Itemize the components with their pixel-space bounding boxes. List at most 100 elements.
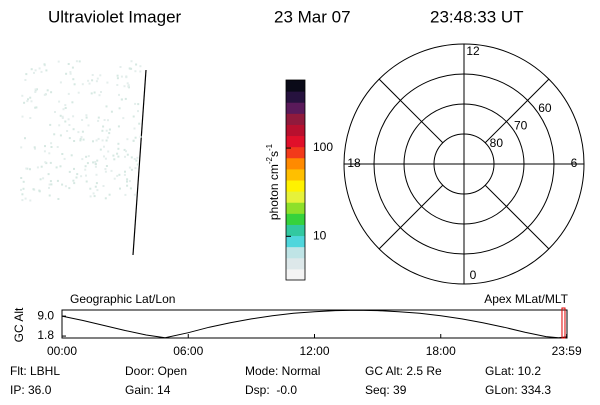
speckle: [73, 83, 76, 86]
speckle: [75, 60, 78, 63]
mlt-label: 18: [347, 156, 361, 170]
speckle: [108, 132, 111, 135]
speckle: [24, 79, 27, 81]
speckle: [47, 173, 50, 176]
speckle: [133, 127, 136, 130]
polar-diagonal: [484, 78, 550, 144]
time: 23:48:33 UT: [430, 7, 524, 26]
speckle: [94, 185, 97, 188]
speckle: [69, 71, 72, 74]
speckle: [101, 139, 104, 142]
speckle: [122, 117, 125, 120]
speckle: [135, 63, 138, 66]
uv-image: [20, 60, 147, 256]
speckle: [21, 94, 24, 97]
speckle: [130, 67, 133, 70]
speckle: [25, 73, 28, 76]
speckle: [77, 131, 80, 134]
speckle: [139, 70, 142, 73]
speckle: [85, 116, 88, 119]
colorbar-segment: [286, 191, 305, 203]
speckle: [105, 139, 108, 142]
speckle: [64, 107, 67, 109]
speckle: [85, 114, 88, 117]
speckle: [90, 92, 93, 95]
speckle: [21, 199, 24, 202]
speckle: [63, 157, 66, 160]
speckle: [87, 155, 90, 158]
speckle: [128, 166, 131, 169]
colorbar-segment: [286, 202, 305, 214]
speckle: [65, 72, 68, 75]
speckle: [95, 139, 98, 142]
speckle: [48, 186, 50, 189]
terminator-line: [132, 69, 147, 256]
speckle: [105, 129, 108, 132]
speckle: [127, 84, 130, 87]
speckle: [138, 122, 141, 125]
speckle: [128, 67, 131, 70]
colorbar-segment: [286, 235, 305, 248]
speckle: [133, 158, 136, 160]
speckle: [85, 174, 87, 177]
speckle: [104, 197, 107, 200]
colorbar-segment: [286, 180, 305, 192]
speckle: [55, 166, 58, 169]
mlt-label: 6: [571, 156, 578, 170]
speckle: [72, 115, 75, 118]
speckle: [76, 173, 79, 176]
speckle: [50, 146, 53, 148]
status-field: Seq: 39: [365, 383, 407, 397]
speckle: [116, 84, 119, 86]
speckle: [71, 101, 74, 104]
speckle: [132, 139, 135, 142]
speckle: [26, 100, 29, 103]
speckle: [105, 105, 108, 108]
speckle: [126, 180, 128, 183]
speckle: [117, 147, 120, 150]
colorbar-segment: [286, 224, 305, 237]
speckle: [64, 104, 67, 107]
speckle: [118, 93, 120, 96]
speckle: [96, 77, 99, 80]
colorbar-label: photon cm-2s-1: [265, 143, 281, 220]
status-field: Door: Open: [125, 364, 187, 378]
colorbar-segment: [286, 213, 305, 225]
colorbar-segment: [286, 246, 305, 259]
speckle: [73, 167, 75, 170]
speckle: [92, 192, 95, 195]
speckle: [139, 135, 142, 138]
speckle: [89, 195, 92, 198]
speckle: [129, 187, 132, 190]
speckle: [126, 82, 129, 85]
colorbar-tick-label: 100: [313, 140, 333, 154]
speckle: [110, 169, 113, 172]
polar-diagonal: [378, 184, 444, 250]
unit-exp: -1: [265, 143, 274, 151]
speckle: [97, 119, 100, 122]
speckle: [29, 168, 31, 171]
speckle: [97, 116, 100, 119]
status-field: Flt: LBHL: [10, 364, 60, 378]
speckle: [81, 83, 84, 86]
speckle: [81, 158, 84, 161]
speckle: [36, 166, 39, 169]
speckle: [93, 195, 96, 198]
speckle: [126, 138, 129, 141]
speckle: [117, 142, 120, 145]
polar-diagonal: [378, 78, 444, 144]
speckle: [93, 91, 96, 94]
speckle: [107, 150, 110, 153]
colorbar-segment: [286, 257, 305, 270]
track-y-label: GC Alt: [12, 307, 26, 342]
colorbar-segment: [286, 113, 305, 125]
speckle: [126, 178, 129, 181]
track-right-label: Apex MLat/MLT: [484, 292, 568, 306]
speckle: [117, 155, 120, 158]
speckle: [104, 157, 107, 160]
speckle: [134, 167, 137, 170]
speckle: [34, 147, 36, 150]
speckle: [91, 74, 94, 76]
speckle: [64, 185, 67, 188]
title: Ultraviolet Imager: [48, 7, 182, 26]
